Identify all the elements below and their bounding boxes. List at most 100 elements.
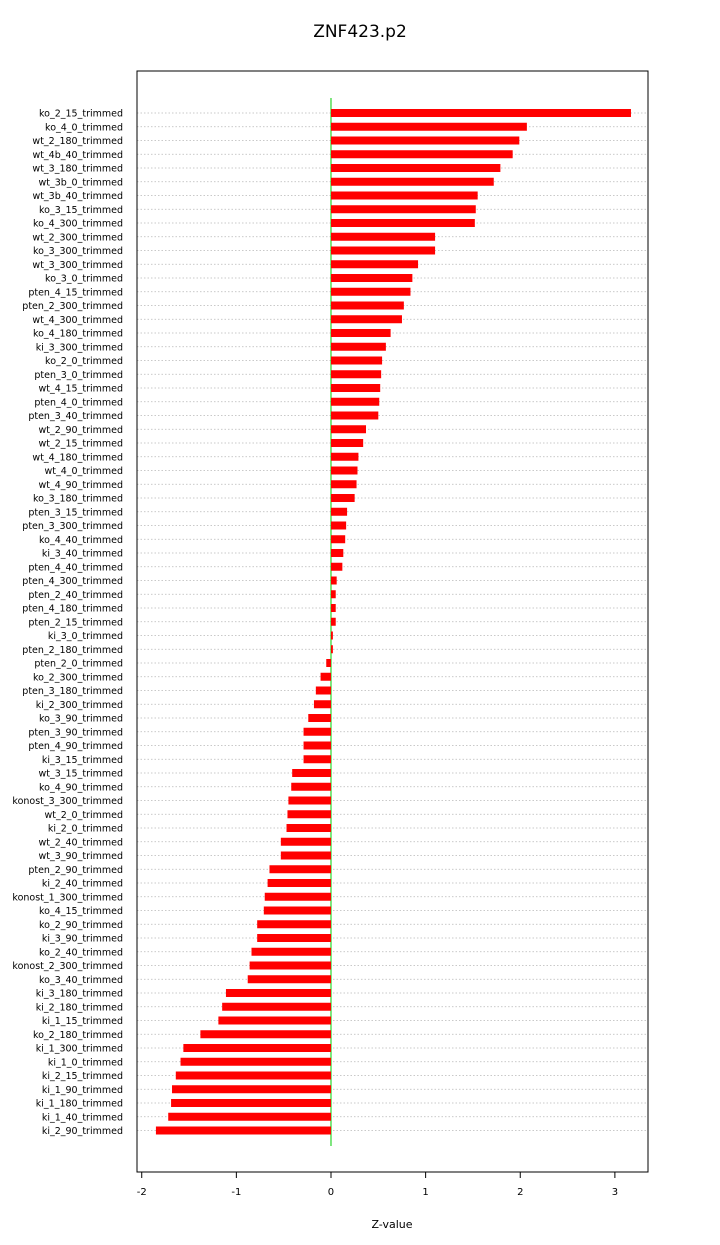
category-label: ko_3_40_trimmed: [39, 975, 123, 986]
chart-title: ZNF423.p2: [313, 22, 407, 42]
category-label: ki_1_0_trimmed: [48, 1057, 123, 1068]
bar: [247, 975, 331, 984]
bar: [330, 177, 494, 186]
bar: [330, 562, 343, 571]
bar: [330, 397, 380, 406]
bar: [330, 521, 347, 530]
bar: [330, 287, 411, 296]
category-label: pten_4_40_trimmed: [28, 562, 123, 573]
category-label: ko_3_180_trimmed: [33, 494, 123, 505]
category-label: ki_2_40_trimmed: [42, 879, 123, 890]
category-label: pten_2_40_trimmed: [28, 590, 123, 601]
category-label: ki_1_40_trimmed: [42, 1112, 123, 1123]
category-label: ki_2_0_trimmed: [48, 824, 123, 835]
bar: [183, 1044, 331, 1052]
x-axis: -2 -1 0 1 2 3: [137, 1171, 618, 1198]
x-tick-label: 0: [328, 1187, 334, 1198]
bar: [168, 1112, 331, 1121]
category-label: ko_3_0_trimmed: [45, 274, 123, 285]
category-label: ko_3_90_trimmed: [39, 714, 123, 725]
category-label: pten_3_40_trimmed: [28, 411, 123, 422]
category-label: pten_4_300_trimmed: [22, 576, 123, 587]
bar: [330, 342, 386, 351]
category-label: ko_4_180_trimmed: [33, 329, 123, 340]
bar: [330, 590, 336, 599]
category-label: ko_2_15_trimmed: [39, 109, 123, 120]
x-tick-label: -1: [231, 1187, 241, 1198]
bar: [330, 315, 402, 324]
bar: [308, 714, 331, 722]
category-label: ko_2_180_trimmed: [33, 1030, 123, 1041]
bar: [330, 480, 357, 489]
category-label: wt_2_40_trimmed: [38, 837, 123, 848]
category-label: ki_1_15_trimmed: [42, 1016, 123, 1027]
bar: [330, 576, 337, 585]
bar: [303, 741, 331, 750]
category-label: ki_1_90_trimmed: [42, 1085, 123, 1096]
grid-lines: [137, 112, 648, 1131]
bar: [330, 191, 478, 200]
bar: [326, 659, 331, 667]
x-axis-label: Z-value: [371, 1218, 412, 1231]
category-label: wt_3_300_trimmed: [32, 260, 123, 271]
category-label: ki_2_15_trimmed: [42, 1071, 123, 1082]
category-label: ki_1_180_trimmed: [36, 1099, 123, 1110]
category-label: ki_3_15_trimmed: [42, 755, 123, 766]
category-label: wt_4_0_trimmed: [45, 466, 124, 477]
category-label: wt_3b_40_trimmed: [32, 191, 123, 202]
bar: [292, 769, 331, 777]
category-label: ko_3_15_trimmed: [39, 205, 123, 216]
category-label: pten_4_0_trimmed: [34, 397, 123, 408]
category-label: ko_4_300_trimmed: [33, 219, 123, 230]
bar: [155, 1126, 331, 1135]
category-label: pten_2_15_trimmed: [28, 617, 123, 628]
category-label: ko_2_0_trimmed: [45, 356, 123, 367]
bar: [330, 205, 476, 214]
category-label: ki_1_300_trimmed: [36, 1044, 123, 1055]
bar: [315, 686, 331, 695]
category-label: pten_4_180_trimmed: [22, 604, 123, 615]
category-label: pten_3_15_trimmed: [28, 507, 123, 518]
bar: [330, 109, 631, 117]
bar: [330, 645, 333, 654]
bar: [172, 1085, 331, 1094]
bar: [330, 260, 419, 269]
category-label: konost_1_300_trimmed: [12, 892, 123, 903]
bars: [155, 109, 631, 1135]
category-label: ko_4_15_trimmed: [39, 906, 123, 917]
bar: [288, 796, 331, 805]
bar: [264, 892, 331, 901]
category-label: pten_2_180_trimmed: [22, 645, 123, 656]
category-label: pten_2_0_trimmed: [34, 659, 123, 670]
bar: [249, 961, 331, 970]
bar: [330, 370, 382, 379]
bar: [303, 727, 331, 736]
category-label: ki_2_90_trimmed: [42, 1126, 123, 1137]
x-tick-label: -2: [137, 1187, 147, 1198]
bar: [330, 356, 383, 365]
bar: [330, 494, 355, 502]
bar: [269, 865, 331, 874]
category-label: ki_3_180_trimmed: [36, 989, 123, 1000]
x-tick-label: 1: [422, 1187, 428, 1198]
category-label: wt_3_180_trimmed: [32, 164, 123, 175]
bar: [313, 700, 331, 709]
bar: [330, 411, 379, 420]
bar: [330, 535, 346, 544]
bar: [280, 837, 331, 846]
category-label: pten_3_300_trimmed: [22, 521, 123, 532]
bar: [330, 452, 359, 461]
bar: [330, 150, 513, 159]
bar: [330, 136, 520, 145]
category-labels: ko_2_15_trimmed ko_4_0_trimmed wt_2_180_tr…: [12, 109, 123, 1138]
category-label: wt_4_90_trimmed: [38, 480, 123, 491]
category-label: wt_3b_0_trimmed: [38, 177, 123, 188]
category-label: pten_4_15_trimmed: [28, 287, 123, 298]
bar: [257, 920, 331, 929]
bar: [286, 824, 331, 832]
bar: [330, 164, 501, 172]
bar: [171, 1099, 331, 1107]
bar: [330, 232, 436, 241]
category-label: ki_3_40_trimmed: [42, 549, 123, 560]
category-label: konost_2_300_trimmed: [12, 961, 123, 972]
